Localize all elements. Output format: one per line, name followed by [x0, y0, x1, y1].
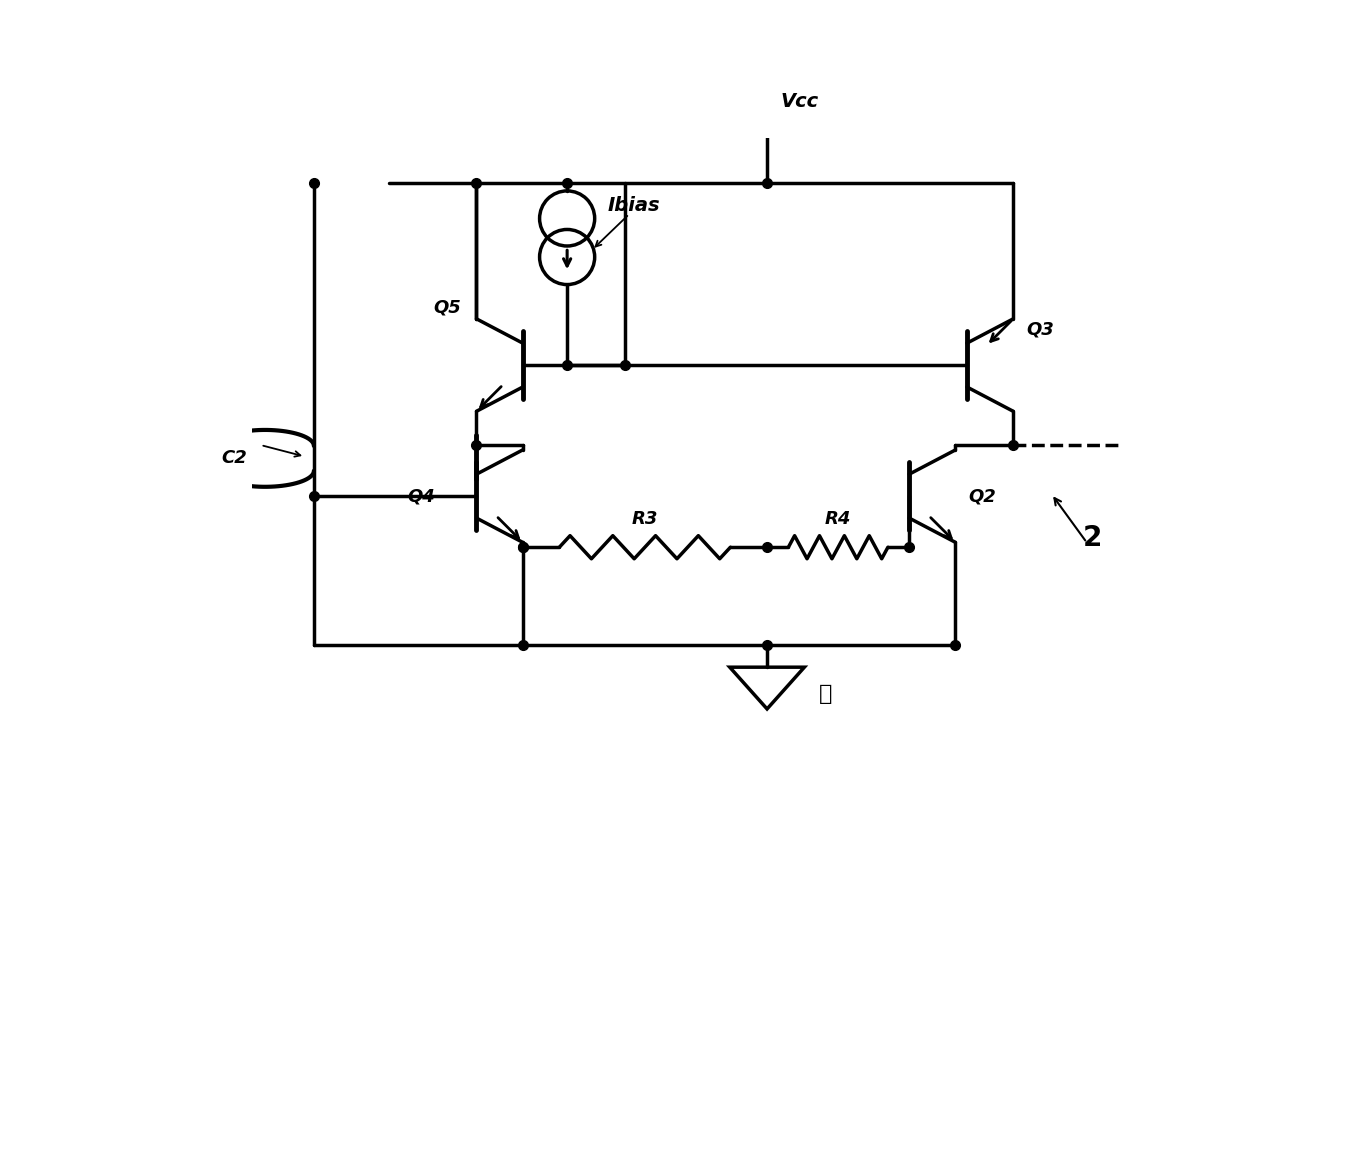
Text: Q2: Q2 — [968, 487, 997, 505]
Text: Q4: Q4 — [407, 487, 436, 505]
Text: Ibias: Ibias — [607, 196, 660, 215]
Text: 地: 地 — [819, 684, 832, 704]
Text: R4: R4 — [824, 510, 851, 527]
Text: 2: 2 — [1082, 524, 1101, 553]
Text: Q3: Q3 — [1027, 321, 1054, 338]
Text: Vcc: Vcc — [781, 91, 819, 111]
Text: R3: R3 — [631, 510, 659, 527]
Text: C2: C2 — [221, 449, 247, 467]
Text: Q5: Q5 — [433, 298, 462, 316]
